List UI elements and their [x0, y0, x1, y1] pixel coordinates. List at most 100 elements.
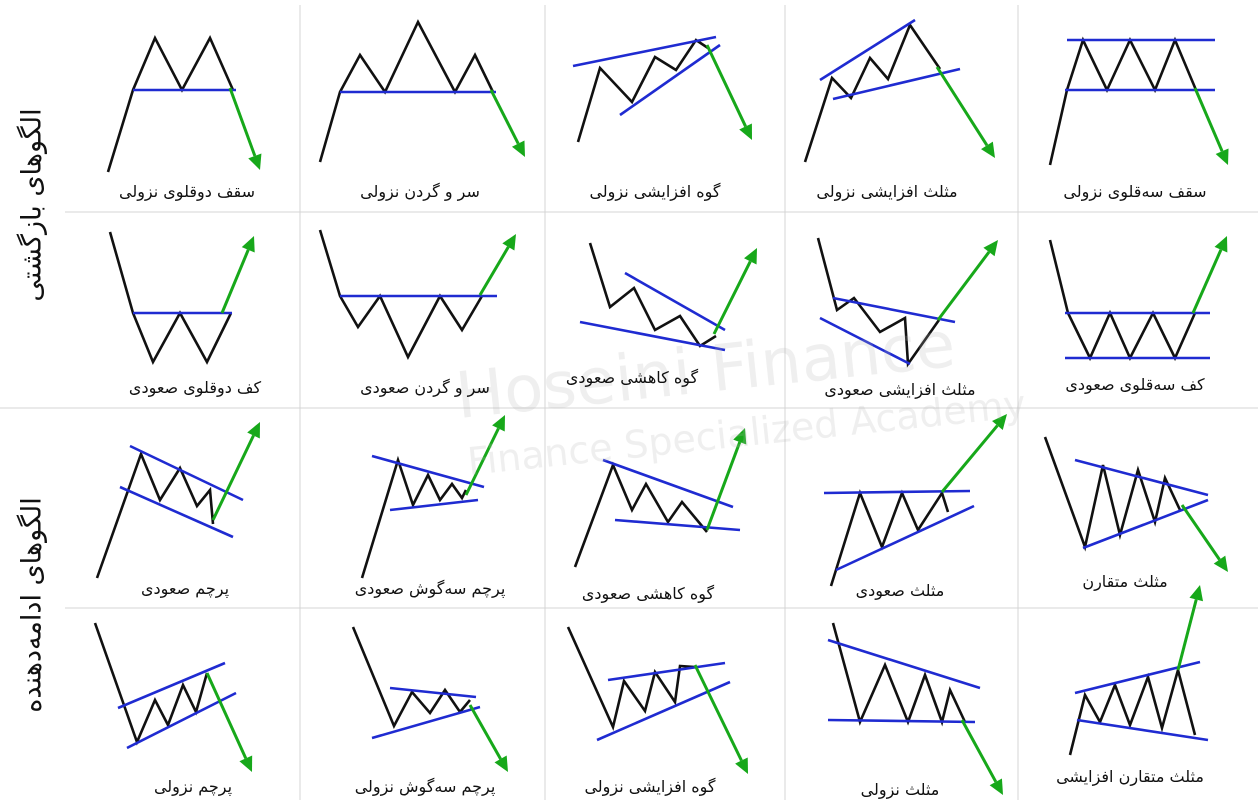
trend-line: [371, 454, 485, 489]
trend-line: [819, 18, 916, 82]
trend-line: [602, 458, 734, 509]
breakout-arrow-head: [494, 755, 508, 772]
breakout-arrow-shaft: [1193, 87, 1224, 152]
caption-triple-top: سقف سه‌قلوی نزولی: [1063, 182, 1207, 201]
reversal-patterns-label: الگوهای بازگشتی: [16, 108, 48, 302]
caption-bull-flag: پرچم صعودی: [140, 579, 230, 598]
bull-pennant-drawing: [360, 415, 505, 579]
price-path: [588, 242, 717, 348]
caption-head-and-shoulders-top: سر و گردن نزولی: [360, 182, 480, 201]
price-path: [106, 34, 235, 173]
breakout-arrow-shaft: [228, 87, 257, 157]
breakout-arrow-head: [241, 236, 255, 253]
breakout-arrow-shaft: [960, 719, 998, 783]
trend-line: [832, 296, 956, 324]
trend-line: [1076, 718, 1209, 742]
head-and-shoulders-top-drawing: [318, 19, 525, 163]
trend-line: [614, 518, 741, 532]
price-path: [829, 489, 950, 587]
trend-line: [823, 489, 971, 495]
price-path: [566, 626, 696, 732]
breakout-arrow-head: [983, 240, 998, 257]
price-path: [803, 22, 942, 163]
breakout-arrow-shaft: [712, 260, 752, 335]
caption-inverse-head-and-shoulders: سر و گردن صعودی: [360, 378, 490, 397]
caption-expanding-triangle-bottom: مثلث افزایشی صعودی: [824, 380, 976, 399]
falling-wedge-continuation-drawing: [573, 428, 747, 568]
price-path: [573, 461, 708, 568]
price-path: [318, 19, 495, 163]
rising-wedge-reversal-drawing: [572, 35, 752, 143]
symmetrical-triangle-drawing: [1043, 436, 1228, 572]
breakout-arrow-head: [492, 415, 505, 432]
breakout-arrow-head: [511, 140, 525, 157]
breakout-arrow-shaft: [478, 246, 510, 296]
trend-line: [835, 504, 975, 572]
rising-wedge-continuation-drawing: [566, 626, 748, 774]
breakout-arrow-head: [1213, 555, 1228, 572]
double-bottom-drawing: [108, 231, 255, 366]
trend-line: [579, 320, 726, 352]
breakout-arrow-head: [247, 422, 260, 439]
trend-line: [371, 705, 481, 740]
breakout-arrow-head: [981, 141, 995, 158]
caption-rising-wedge-reversal: گوه افزایشی نزولی: [589, 182, 721, 201]
trend-line: [389, 686, 477, 699]
price-path: [1048, 239, 1197, 362]
breakout-arrow-shaft: [1180, 504, 1221, 561]
caption-expanding-triangle-top: مثلث افزایشی نزولی: [816, 182, 958, 201]
trend-line: [572, 35, 717, 68]
trend-line: [819, 316, 911, 366]
breakout-arrow-shaft: [489, 89, 520, 145]
trend-line: [119, 485, 234, 539]
falling-wedge-reversal-drawing: [579, 242, 757, 352]
breakout-arrow-shaft: [935, 66, 989, 147]
caption-falling-wedge-continuation: گوه کاهشی صعودی: [581, 584, 715, 603]
trend-line: [619, 43, 721, 117]
ascending-triangle-drawing: [823, 414, 1007, 587]
breakout-arrow-shaft: [205, 672, 248, 759]
price-path: [318, 229, 484, 360]
breakout-arrow-shaft: [468, 704, 502, 760]
breakout-arrow-shaft: [220, 249, 250, 314]
trend-line: [832, 67, 961, 101]
continuation-patterns-label: الگوهای ادامه‌دهنده: [16, 497, 48, 713]
breakout-arrow-shaft: [1176, 599, 1198, 671]
expanding-triangle-top-drawing: [803, 18, 995, 163]
price-path: [351, 626, 471, 730]
double-top-drawing: [106, 34, 262, 173]
triple-bottom-drawing: [1048, 236, 1228, 362]
caption-bull-pennant: پرچم سه‌گوش صعودی: [354, 579, 506, 598]
caption-bear-pennant: پرچم سه‌گوش نزولی: [354, 777, 496, 796]
breakout-arrow-head: [502, 234, 516, 251]
trend-line: [126, 691, 237, 750]
trend-line: [607, 661, 726, 682]
caption-bear-flag: پرچم نزولی: [153, 777, 233, 796]
breakout-arrow-shaft: [211, 434, 255, 521]
caption-falling-wedge-reversal: گوه کاهشی صعودی: [565, 368, 699, 387]
price-path: [360, 455, 468, 579]
price-path: [1043, 436, 1182, 552]
breakout-arrow-shaft: [936, 251, 991, 321]
trend-line: [827, 638, 981, 690]
caption-double-top: سقف دوقلوی نزولی: [118, 182, 256, 201]
grid-lines: [0, 5, 1258, 800]
descending-triangle-drawing: [827, 622, 1003, 795]
breakout-arrow-head: [992, 414, 1007, 431]
bull-flag-drawing: [95, 422, 260, 579]
trend-line: [1082, 498, 1209, 550]
price-path: [1048, 36, 1198, 166]
breakout-arrow-shaft: [940, 424, 999, 493]
caption-triple-bottom: کف سه‌قلوی صعودی: [1065, 375, 1205, 394]
breakout-arrow-head: [735, 757, 748, 774]
breakout-arrow-shaft: [1191, 249, 1223, 314]
breakout-arrow-head: [248, 153, 262, 170]
breakout-arrow-head: [1215, 148, 1229, 165]
trend-line: [1074, 458, 1209, 497]
breakout-arrow-shaft: [464, 427, 500, 496]
breakout-arrow-head: [739, 123, 752, 140]
broadening-symmetrical-triangle-drawing: [1068, 585, 1209, 756]
price-path: [576, 38, 709, 143]
